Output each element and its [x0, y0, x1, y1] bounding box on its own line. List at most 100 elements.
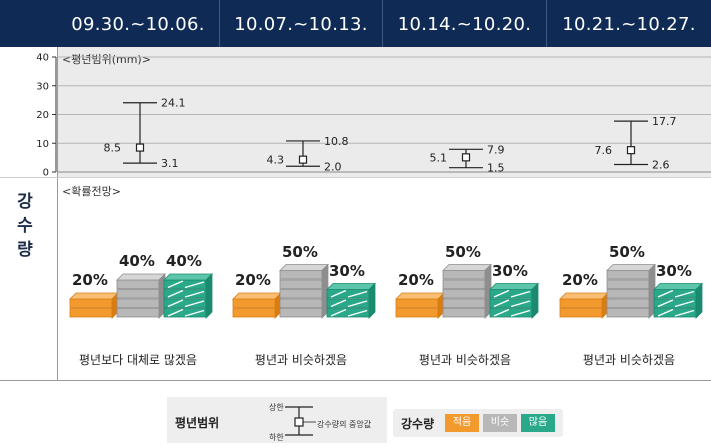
range-section-label: <평년범위(mm)>	[62, 53, 151, 66]
stack-side	[695, 282, 703, 319]
week-divider	[219, 0, 220, 47]
prob-section-label: <확률전망>	[62, 185, 121, 198]
median-marker	[626, 146, 636, 155]
stack-stripe	[167, 299, 184, 308]
y-tick-label: 30	[36, 81, 49, 92]
stack-stripe	[347, 290, 368, 298]
median-value-label: 5.1	[430, 151, 448, 164]
summary-week-3: 평년과 비슷하겠음	[418, 353, 512, 367]
probability-label: 40%	[166, 252, 202, 270]
lower-value-label: 1.5	[487, 162, 505, 175]
stack-block	[279, 298, 323, 308]
stack-block	[606, 279, 650, 289]
stack-stripe	[510, 300, 531, 308]
left-column-divider	[57, 47, 58, 380]
stack-top	[116, 273, 166, 281]
stack-block	[442, 279, 486, 289]
probability-label: 50%	[445, 242, 481, 261]
legend-badge-high: 많음	[521, 414, 555, 432]
stack-side	[205, 273, 213, 319]
row-label-char: 강	[17, 192, 33, 212]
stack-block	[559, 298, 603, 308]
stack-stripe	[493, 289, 510, 298]
median-value-label: 7.6	[595, 144, 613, 157]
range-chart-background	[58, 47, 711, 178]
probability-legend-title: 강수량	[401, 417, 435, 431]
stack-top	[163, 273, 213, 281]
stack-stripe	[184, 290, 205, 298]
stack-stripe	[657, 289, 674, 298]
median-value-label: 4.3	[267, 154, 285, 167]
legend-median-label: 강수량의 중앙값	[317, 420, 372, 429]
stack-stripe	[167, 289, 184, 298]
stack-block	[606, 270, 650, 280]
week-header-bar	[0, 0, 711, 47]
stack-top	[559, 292, 609, 300]
stack-stripe	[510, 290, 531, 298]
upper-value-label: 10.8	[324, 135, 349, 148]
stack-stripe	[330, 299, 347, 308]
stack-stripe	[493, 299, 510, 308]
week-divider	[546, 0, 547, 47]
probability-label: 50%	[282, 242, 318, 261]
stack-block	[116, 298, 160, 308]
stack-stripe	[674, 300, 695, 308]
stack-stripe	[184, 300, 205, 308]
probability-label: 30%	[492, 261, 528, 280]
stack-block	[116, 279, 160, 289]
stack-top	[232, 292, 282, 300]
stack-top	[606, 264, 656, 271]
y-tick-label: 0	[43, 168, 49, 179]
lower-value-label: 3.1	[161, 157, 179, 170]
median-value-label: 8.5	[104, 142, 122, 155]
row-label-char: 수	[17, 216, 33, 236]
legend-errorbar-icon	[285, 406, 316, 436]
stack-top	[442, 264, 492, 271]
probability-label: 30%	[656, 261, 692, 280]
stack-block	[232, 308, 276, 318]
probability-label: 30%	[329, 261, 365, 280]
stack-stripe	[674, 290, 695, 298]
legend-badge-normal: 비슷	[483, 414, 517, 432]
lower-value-label: 2.6	[652, 159, 670, 172]
legend-upper-label: 상한	[269, 403, 284, 412]
probability-legend: 강수량 적음 비슷 많음	[393, 409, 563, 437]
stack-block	[442, 308, 486, 318]
week-header-2: 10.07.~10.13.	[234, 14, 368, 35]
upper-value-label: 7.9	[487, 143, 505, 156]
stack-top	[489, 283, 539, 290]
stack-block	[395, 298, 439, 308]
y-tick-label: 10	[36, 139, 49, 150]
stack-block	[279, 279, 323, 289]
section-divider	[0, 177, 711, 178]
stack-stripe	[347, 309, 368, 317]
probability-label: 50%	[609, 242, 645, 261]
stack-stripe	[657, 308, 674, 317]
stack-stripe	[510, 309, 531, 317]
stack-stripe	[184, 281, 205, 289]
legend-badge-low: 적음	[445, 414, 479, 432]
stack-block	[606, 298, 650, 308]
probability-label: 40%	[119, 252, 155, 270]
probability-label: 20%	[562, 271, 598, 289]
upper-value-label: 24.1	[161, 97, 186, 110]
stack-stripe	[330, 308, 347, 317]
stack-block	[559, 308, 603, 318]
median-marker	[461, 153, 471, 162]
stack-block	[116, 308, 160, 318]
stack-block	[279, 289, 323, 299]
row-label-char: 량	[17, 240, 33, 260]
lower-value-label: 2.0	[324, 160, 342, 173]
y-tick-label: 20	[36, 110, 49, 121]
stack-stripe	[330, 289, 347, 298]
summary-week-4: 평년과 비슷하겠음	[582, 353, 676, 367]
stack-stripe	[167, 280, 184, 289]
stack-stripe	[674, 309, 695, 317]
stack-side	[531, 282, 539, 319]
stack-top	[279, 264, 329, 271]
stack-stripe	[657, 299, 674, 308]
week-header-4: 10.21.~10.27.	[562, 14, 696, 35]
stack-stripe	[347, 300, 368, 308]
stack-block	[606, 289, 650, 299]
